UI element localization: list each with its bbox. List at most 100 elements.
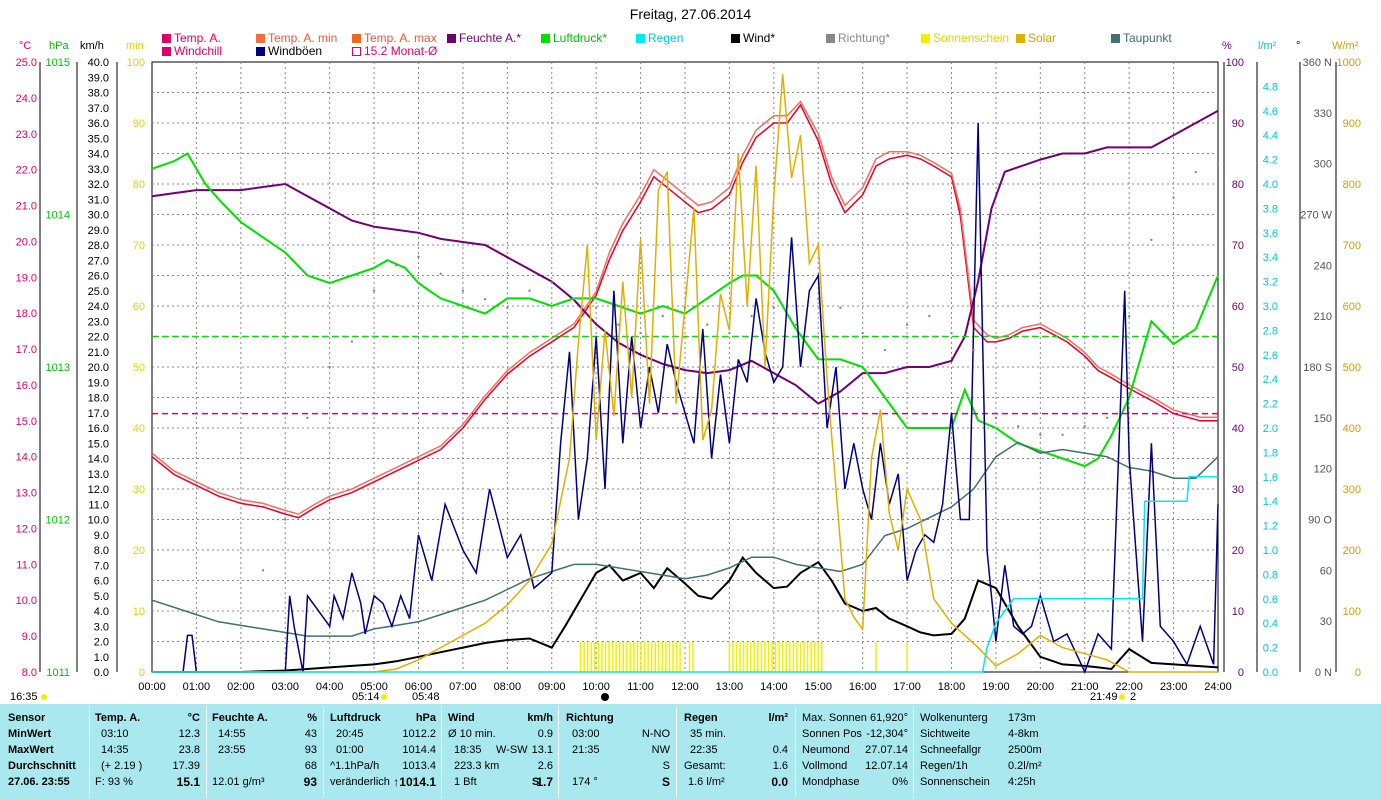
wind-axis-tick: 19.0 (88, 377, 109, 389)
direction-point (1127, 314, 1131, 318)
wind-axis-tick: 34.0 (88, 149, 109, 161)
legend-monat: 15.2 Monat-Ø (352, 44, 437, 58)
wind-axis-tick: 17.0 (88, 408, 109, 420)
stats-wind-unit: km/h (527, 712, 553, 724)
wind-axis-tick: 9.0 (94, 530, 109, 542)
stats-time: 14:55 (218, 728, 246, 740)
sunset-time: 05:48 (412, 691, 440, 703)
stats-label: Sichtweite (920, 728, 971, 740)
legend-swatch (352, 34, 361, 43)
wind-axis-tick: 22.0 (88, 332, 109, 344)
legend-regen: Regen (636, 31, 683, 45)
stats-value: 0.2l/m² (1008, 760, 1042, 772)
sun-axis-tick: 60 (133, 301, 145, 313)
stats-temp-title: Temp. A. (95, 712, 141, 724)
stats-time: 223.3 km (454, 760, 500, 772)
separator (558, 706, 559, 798)
separator (206, 706, 207, 798)
stats-time: 21:35 (572, 744, 600, 756)
chart-canvas: 00:00 01:00 02:00 03:00 04:00 05:00 06:00 07:00… (10, 57, 1361, 703)
temp-axis-tick: 19.0 (16, 272, 37, 284)
humidity-axis-tick: 10 (1232, 606, 1244, 618)
rain-axis-tick: 0.0 (1263, 667, 1278, 679)
stats-value: 1014.4 (402, 744, 436, 756)
rain-axis-tick: 1.8 (1263, 447, 1278, 459)
rain-axis-tick: 3.8 (1263, 203, 1278, 215)
stats-time: 03:00 (572, 728, 600, 740)
wind-axis-tick: 7.0 (94, 560, 109, 572)
solar-axis-tick: 0 (1355, 667, 1361, 679)
x-tick-label: 24:00 (1204, 681, 1232, 693)
time-label-right: 21:49 (1090, 691, 1118, 703)
stats-value: 15.1 (176, 775, 200, 789)
humidity-axis-tick: 0 (1238, 667, 1244, 679)
stats-luftdruck-title: Luftdruck (330, 712, 381, 724)
x-tick-label: 14:00 (760, 681, 788, 693)
stats-value: 13.1 (531, 744, 553, 756)
direction-point (1016, 425, 1020, 428)
legend-swatch (162, 34, 171, 43)
solar-axis-tick: 400 (1343, 423, 1361, 435)
stats-time: 1 Bft (454, 776, 477, 788)
wind-axis-tick: 2.0 (94, 637, 109, 649)
stats-luftdruck-col: Luftdruck hPa 20:45 1012.2 01:00 1014.4 ^1.… (330, 710, 436, 790)
stats-temp-unit: °C (187, 712, 200, 724)
stats-value: N-NO (641, 728, 670, 740)
wind-axis-tick: 27.0 (88, 255, 109, 267)
direction-point (661, 314, 664, 318)
x-tick-label: 13:00 (716, 681, 744, 693)
unit-lm2: l/m² (1258, 40, 1277, 52)
chart-title: Freitag, 27.06.2014 (629, 6, 752, 22)
stats-time: 20:45 (336, 728, 364, 740)
x-tick-label: 02:00 (227, 681, 255, 693)
stats-time: 174 ° (572, 776, 598, 788)
stats-value: 1014.1 (399, 775, 436, 789)
x-tick-label: 05:00 (360, 681, 388, 693)
legend-swatch (731, 34, 740, 43)
wind-axis-tick: 28.0 (88, 240, 109, 252)
stats-label: Max. Sonnen (802, 712, 867, 724)
wind-axis-tick: 37.0 (88, 103, 109, 115)
stats-sonne-col: Max. Sonnen 61,920° Sonnen Pos -12,304° Ne… (802, 710, 908, 790)
rain-axis-tick: 3.0 (1263, 301, 1278, 313)
rain-axis-tick: 4.4 (1263, 130, 1278, 142)
stats-value: 4:25h (1008, 776, 1036, 788)
sun-axis-tick: 100 (127, 57, 145, 69)
stats-dir: S (532, 776, 540, 788)
pressure-axis-tick: 1014 (46, 210, 70, 222)
stats-time: 12.01 g/m³ (212, 776, 265, 788)
direction-point (928, 314, 931, 318)
time-label-right-2: 2 (1130, 691, 1136, 703)
stats-value: S (661, 775, 670, 789)
direction-point (1194, 170, 1197, 174)
solar-axis-tick: 600 (1343, 301, 1361, 313)
sun-axis-tick: 50 (133, 362, 145, 374)
legend-luftdruck: Luftdruck* (541, 31, 607, 45)
stats-value: 1.7 (536, 775, 553, 789)
temp-axis-tick: 23.0 (16, 129, 37, 141)
wind-axis-tick: 0.0 (94, 667, 109, 679)
wind-axis-tick: 11.0 (88, 499, 109, 511)
stats-panel: Sensor MinWert MaxWert Durchschnitt 27.0… (0, 704, 1381, 800)
series-line-feuchte-a (151, 109, 1219, 405)
temp-axis-tick: 25.0 (16, 57, 37, 69)
stats-value: 27.07.14 (865, 744, 908, 756)
legend-richtung: Richtung* (826, 31, 890, 45)
direction-point (617, 323, 620, 326)
rain-axis-tick: 0.4 (1263, 618, 1278, 630)
stats-value: 0.0 (771, 775, 788, 789)
humidity-axis-tick: 20 (1232, 545, 1244, 557)
stats-time: 03:10 (101, 728, 129, 740)
direction-point (883, 348, 887, 352)
direction-axis-tick: 30 (1320, 616, 1332, 628)
stats-richtung-col: Richtung 03:00 N-NO 21:35 NW S 174 ° S (566, 710, 670, 790)
stats-value: 173m (1008, 712, 1036, 724)
wind-axis-tick: 1.0 (94, 652, 109, 664)
sunset-icon (1119, 694, 1125, 700)
direction-axis-tick: 360 N (1303, 57, 1332, 69)
solar-axis-tick: 900 (1343, 118, 1361, 130)
x-tick-label: 04:00 (316, 681, 344, 693)
stats-label: Vollmond (802, 760, 848, 772)
direction-point (550, 281, 553, 284)
direction-point (506, 306, 509, 309)
